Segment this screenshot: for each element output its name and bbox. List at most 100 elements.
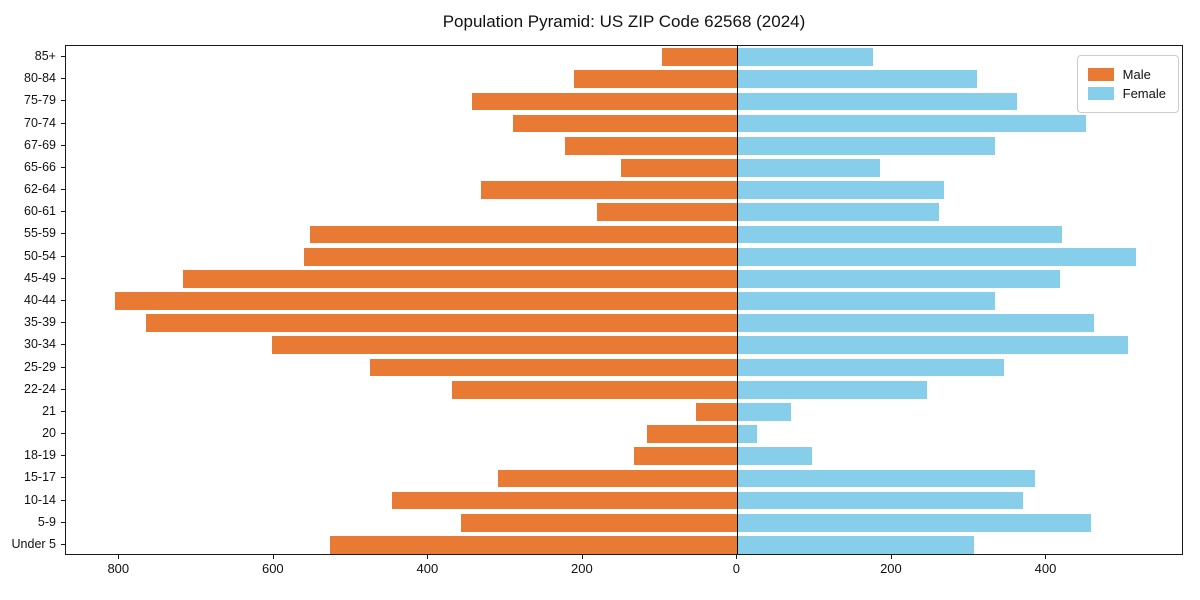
y-tick-label: 65-66 <box>24 159 56 174</box>
male-bar <box>330 536 738 554</box>
female-bar <box>737 380 927 399</box>
male-bar <box>370 358 738 377</box>
x-tick-mark <box>427 555 429 559</box>
male-bar <box>460 513 738 532</box>
x-tick-label: 800 <box>107 561 130 576</box>
female-bar <box>737 181 945 199</box>
y-tick-mark <box>61 521 65 523</box>
y-tick-mark <box>61 499 65 501</box>
female-bar <box>737 48 873 66</box>
x-tick-mark <box>890 555 892 559</box>
female-bar <box>737 513 1092 532</box>
female-bar <box>737 469 1035 488</box>
female-bar <box>737 136 996 155</box>
male-bar <box>513 114 738 133</box>
female-bar <box>737 403 792 421</box>
female-bar <box>737 225 1062 244</box>
plot-area <box>65 45 1183 555</box>
y-tick-label: 30-34 <box>24 337 56 352</box>
zero-axis-line <box>736 46 739 554</box>
x-tick-label: 0 <box>732 561 741 576</box>
y-tick-label: 10-14 <box>24 492 56 507</box>
y-tick-mark <box>61 144 65 146</box>
y-tick-label: 18-19 <box>24 448 56 463</box>
x-tick-mark <box>1045 555 1047 559</box>
y-tick-label: 67-69 <box>24 137 56 152</box>
male-bar <box>303 247 738 266</box>
female-bar <box>737 358 1004 377</box>
y-tick-label: 60-61 <box>24 204 56 219</box>
x-tick-mark <box>272 555 274 559</box>
male-bar <box>115 292 738 310</box>
female-bar <box>737 314 1095 333</box>
male-bar <box>392 491 738 510</box>
y-tick-label: 75-79 <box>24 93 56 108</box>
y-tick-mark <box>61 322 65 324</box>
y-tick-mark <box>61 211 65 213</box>
female-bar <box>737 292 996 310</box>
y-tick-mark <box>61 277 65 279</box>
female-bar <box>737 203 940 222</box>
y-tick-mark <box>61 410 65 412</box>
x-tick-mark <box>736 555 738 559</box>
male-bar <box>480 181 738 199</box>
y-tick-label: Under 5 <box>11 536 56 551</box>
y-tick-label: 80-84 <box>24 71 56 86</box>
male-bar <box>565 136 738 155</box>
y-tick-mark <box>61 78 65 80</box>
legend-female-label: Female <box>1122 86 1166 101</box>
female-bar <box>737 159 880 177</box>
male-bar <box>310 225 738 244</box>
y-tick-mark <box>61 433 65 435</box>
female-bar <box>737 247 1137 266</box>
female-bar <box>737 447 813 466</box>
female-bar <box>737 70 977 89</box>
male-bar <box>573 70 738 89</box>
male-bar <box>633 447 738 466</box>
female-bar <box>737 336 1128 355</box>
x-tick-mark <box>581 555 583 559</box>
x-tick-mark <box>118 555 120 559</box>
male-bar <box>182 269 738 288</box>
y-tick-mark <box>61 366 65 368</box>
female-bar <box>737 114 1086 133</box>
y-tick-label: 15-17 <box>24 470 56 485</box>
x-tick-label: 400 <box>416 561 439 576</box>
female-bar <box>737 269 1061 288</box>
x-tick-label: 200 <box>571 561 593 576</box>
female-bar <box>737 491 1024 510</box>
y-tick-label: 62-64 <box>24 182 56 197</box>
male-bar <box>272 336 738 355</box>
male-bar <box>146 314 738 333</box>
y-tick-label: 40-44 <box>24 293 56 307</box>
y-tick-label: 35-39 <box>24 315 56 330</box>
y-tick-mark <box>61 189 65 191</box>
legend: Male Female <box>1076 55 1179 113</box>
male-bar <box>596 203 738 222</box>
y-tick-mark <box>61 100 65 102</box>
x-tick-label: 600 <box>261 561 284 576</box>
x-tick-label: 400 <box>1034 561 1057 576</box>
y-tick-label: 70-74 <box>24 115 56 130</box>
y-tick-label: 45-49 <box>24 270 56 285</box>
legend-entry-female: Female <box>1087 86 1166 101</box>
y-tick-label: 22-24 <box>24 381 56 396</box>
x-tick-label: 200 <box>880 561 902 576</box>
chart-title: Population Pyramid: US ZIP Code 62568 (2… <box>442 12 806 31</box>
y-tick-mark <box>61 56 65 58</box>
y-tick-label: 55-59 <box>24 226 56 241</box>
legend-male-swatch <box>1087 68 1114 81</box>
y-tick-mark <box>61 122 65 124</box>
male-bar <box>452 380 738 399</box>
legend-entry-male: Male <box>1087 67 1166 82</box>
male-bar <box>647 425 738 443</box>
y-tick-label: 85+ <box>34 49 56 64</box>
y-tick-mark <box>61 300 65 301</box>
male-bar <box>472 92 738 111</box>
male-bar <box>620 159 738 177</box>
female-bar <box>737 425 757 443</box>
y-tick-mark <box>61 233 65 235</box>
female-bar <box>737 536 974 554</box>
y-tick-mark <box>61 255 65 257</box>
